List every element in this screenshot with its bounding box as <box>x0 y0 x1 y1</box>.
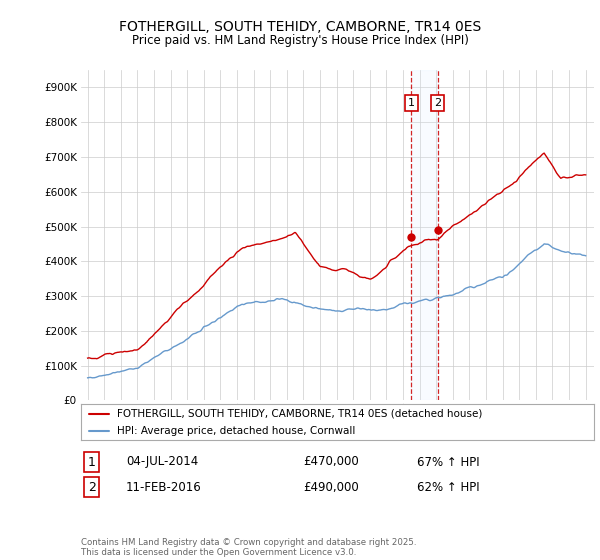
Text: 67% ↑ HPI: 67% ↑ HPI <box>417 455 479 469</box>
Text: Contains HM Land Registry data © Crown copyright and database right 2025.
This d: Contains HM Land Registry data © Crown c… <box>81 538 416 557</box>
Text: Price paid vs. HM Land Registry's House Price Index (HPI): Price paid vs. HM Land Registry's House … <box>131 34 469 46</box>
Text: 11-FEB-2016: 11-FEB-2016 <box>126 480 202 494</box>
Text: 1: 1 <box>408 98 415 108</box>
Text: HPI: Average price, detached house, Cornwall: HPI: Average price, detached house, Corn… <box>117 426 355 436</box>
Text: FOTHERGILL, SOUTH TEHIDY, CAMBORNE, TR14 0ES: FOTHERGILL, SOUTH TEHIDY, CAMBORNE, TR14… <box>119 20 481 34</box>
Bar <box>412 70 437 400</box>
Text: 2: 2 <box>434 98 441 108</box>
Text: 62% ↑ HPI: 62% ↑ HPI <box>417 480 479 494</box>
Text: 1: 1 <box>88 455 96 469</box>
Text: £470,000: £470,000 <box>303 455 359 469</box>
Text: £490,000: £490,000 <box>303 480 359 494</box>
Text: 04-JUL-2014: 04-JUL-2014 <box>126 455 198 469</box>
Text: FOTHERGILL, SOUTH TEHIDY, CAMBORNE, TR14 0ES (detached house): FOTHERGILL, SOUTH TEHIDY, CAMBORNE, TR14… <box>117 409 482 419</box>
Text: 2: 2 <box>88 480 96 494</box>
